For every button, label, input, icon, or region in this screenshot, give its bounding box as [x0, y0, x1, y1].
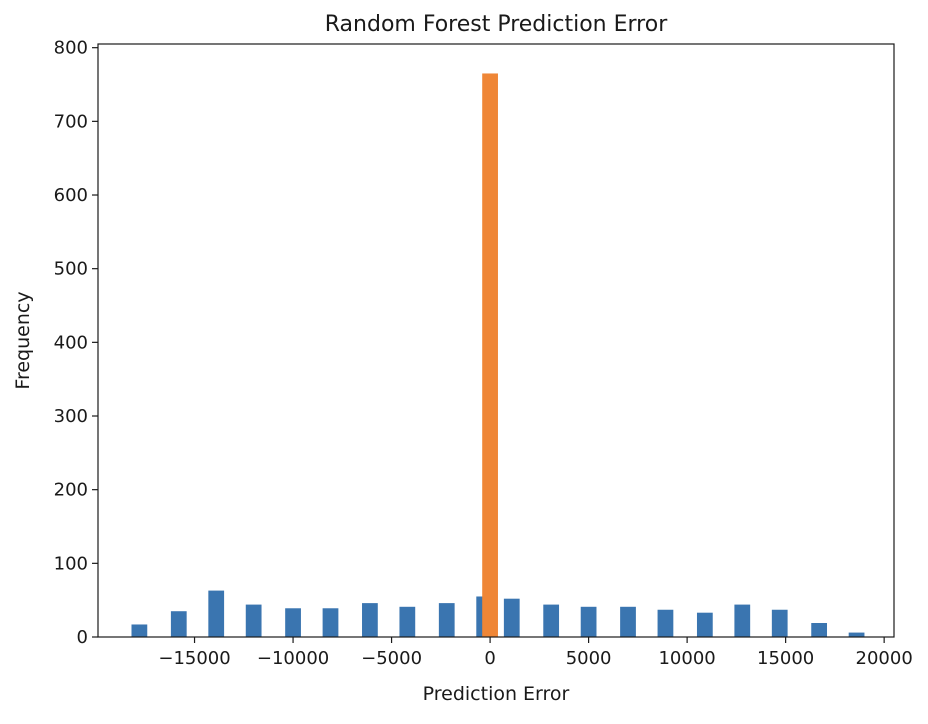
bar-series-1-6	[322, 608, 339, 637]
bar-series-1-11	[503, 598, 520, 637]
x-axis: −15000 −10000 −5000 0 5000 10000 15000 20000	[158, 637, 913, 669]
y-tick-label: 100	[54, 553, 88, 574]
y-axis-label: Frequency	[12, 291, 34, 389]
bar-series-1-18	[771, 609, 788, 637]
bar-series-1-5	[285, 608, 301, 637]
x-tick-label: −15000	[158, 648, 230, 669]
bar-series-1-1	[131, 624, 148, 637]
bar-series-1-20	[848, 632, 865, 637]
bar-series-2-1	[482, 73, 498, 638]
y-tick-label: 400	[54, 332, 88, 353]
bar-series-1-9	[438, 603, 455, 637]
x-tick-label: 20000	[856, 648, 913, 669]
y-tick-label: 300	[54, 406, 88, 427]
x-tick-label: 0	[484, 648, 495, 669]
bars-layer	[131, 73, 865, 638]
x-tick-label: 15000	[757, 648, 814, 669]
bar-series-1-16	[696, 612, 713, 637]
x-tick-label: −10000	[257, 648, 329, 669]
y-tick-label: 800	[54, 38, 88, 59]
chart-title: Random Forest Prediction Error	[325, 12, 668, 37]
bar-series-1-13	[580, 606, 597, 637]
bar-series-1-14	[620, 606, 636, 637]
bar-series-1-4	[245, 604, 262, 637]
x-axis-label: Prediction Error	[423, 683, 570, 705]
bar-series-1-19	[811, 623, 828, 637]
y-tick-label: 0	[77, 627, 88, 648]
y-tick-label: 700	[54, 111, 88, 132]
bar-series-1-7	[362, 603, 378, 637]
bar-series-1-15	[657, 609, 674, 637]
bar-series-1-12	[543, 604, 560, 637]
x-tick-label: 10000	[658, 648, 715, 669]
x-tick-label: −5000	[361, 648, 422, 669]
y-tick-label: 600	[54, 185, 88, 206]
plot-frame	[97, 43, 895, 638]
bar-series-1-8	[399, 606, 416, 637]
x-tick-label: 5000	[566, 648, 612, 669]
y-tick-label: 200	[54, 480, 88, 501]
bar-series-1-2	[170, 611, 187, 637]
y-tick-label: 500	[54, 259, 88, 280]
bar-series-1-3	[208, 590, 225, 637]
y-axis: 0 100 200 300 400 500 600 700 800	[54, 38, 98, 648]
bar-series-1-17	[734, 604, 751, 637]
